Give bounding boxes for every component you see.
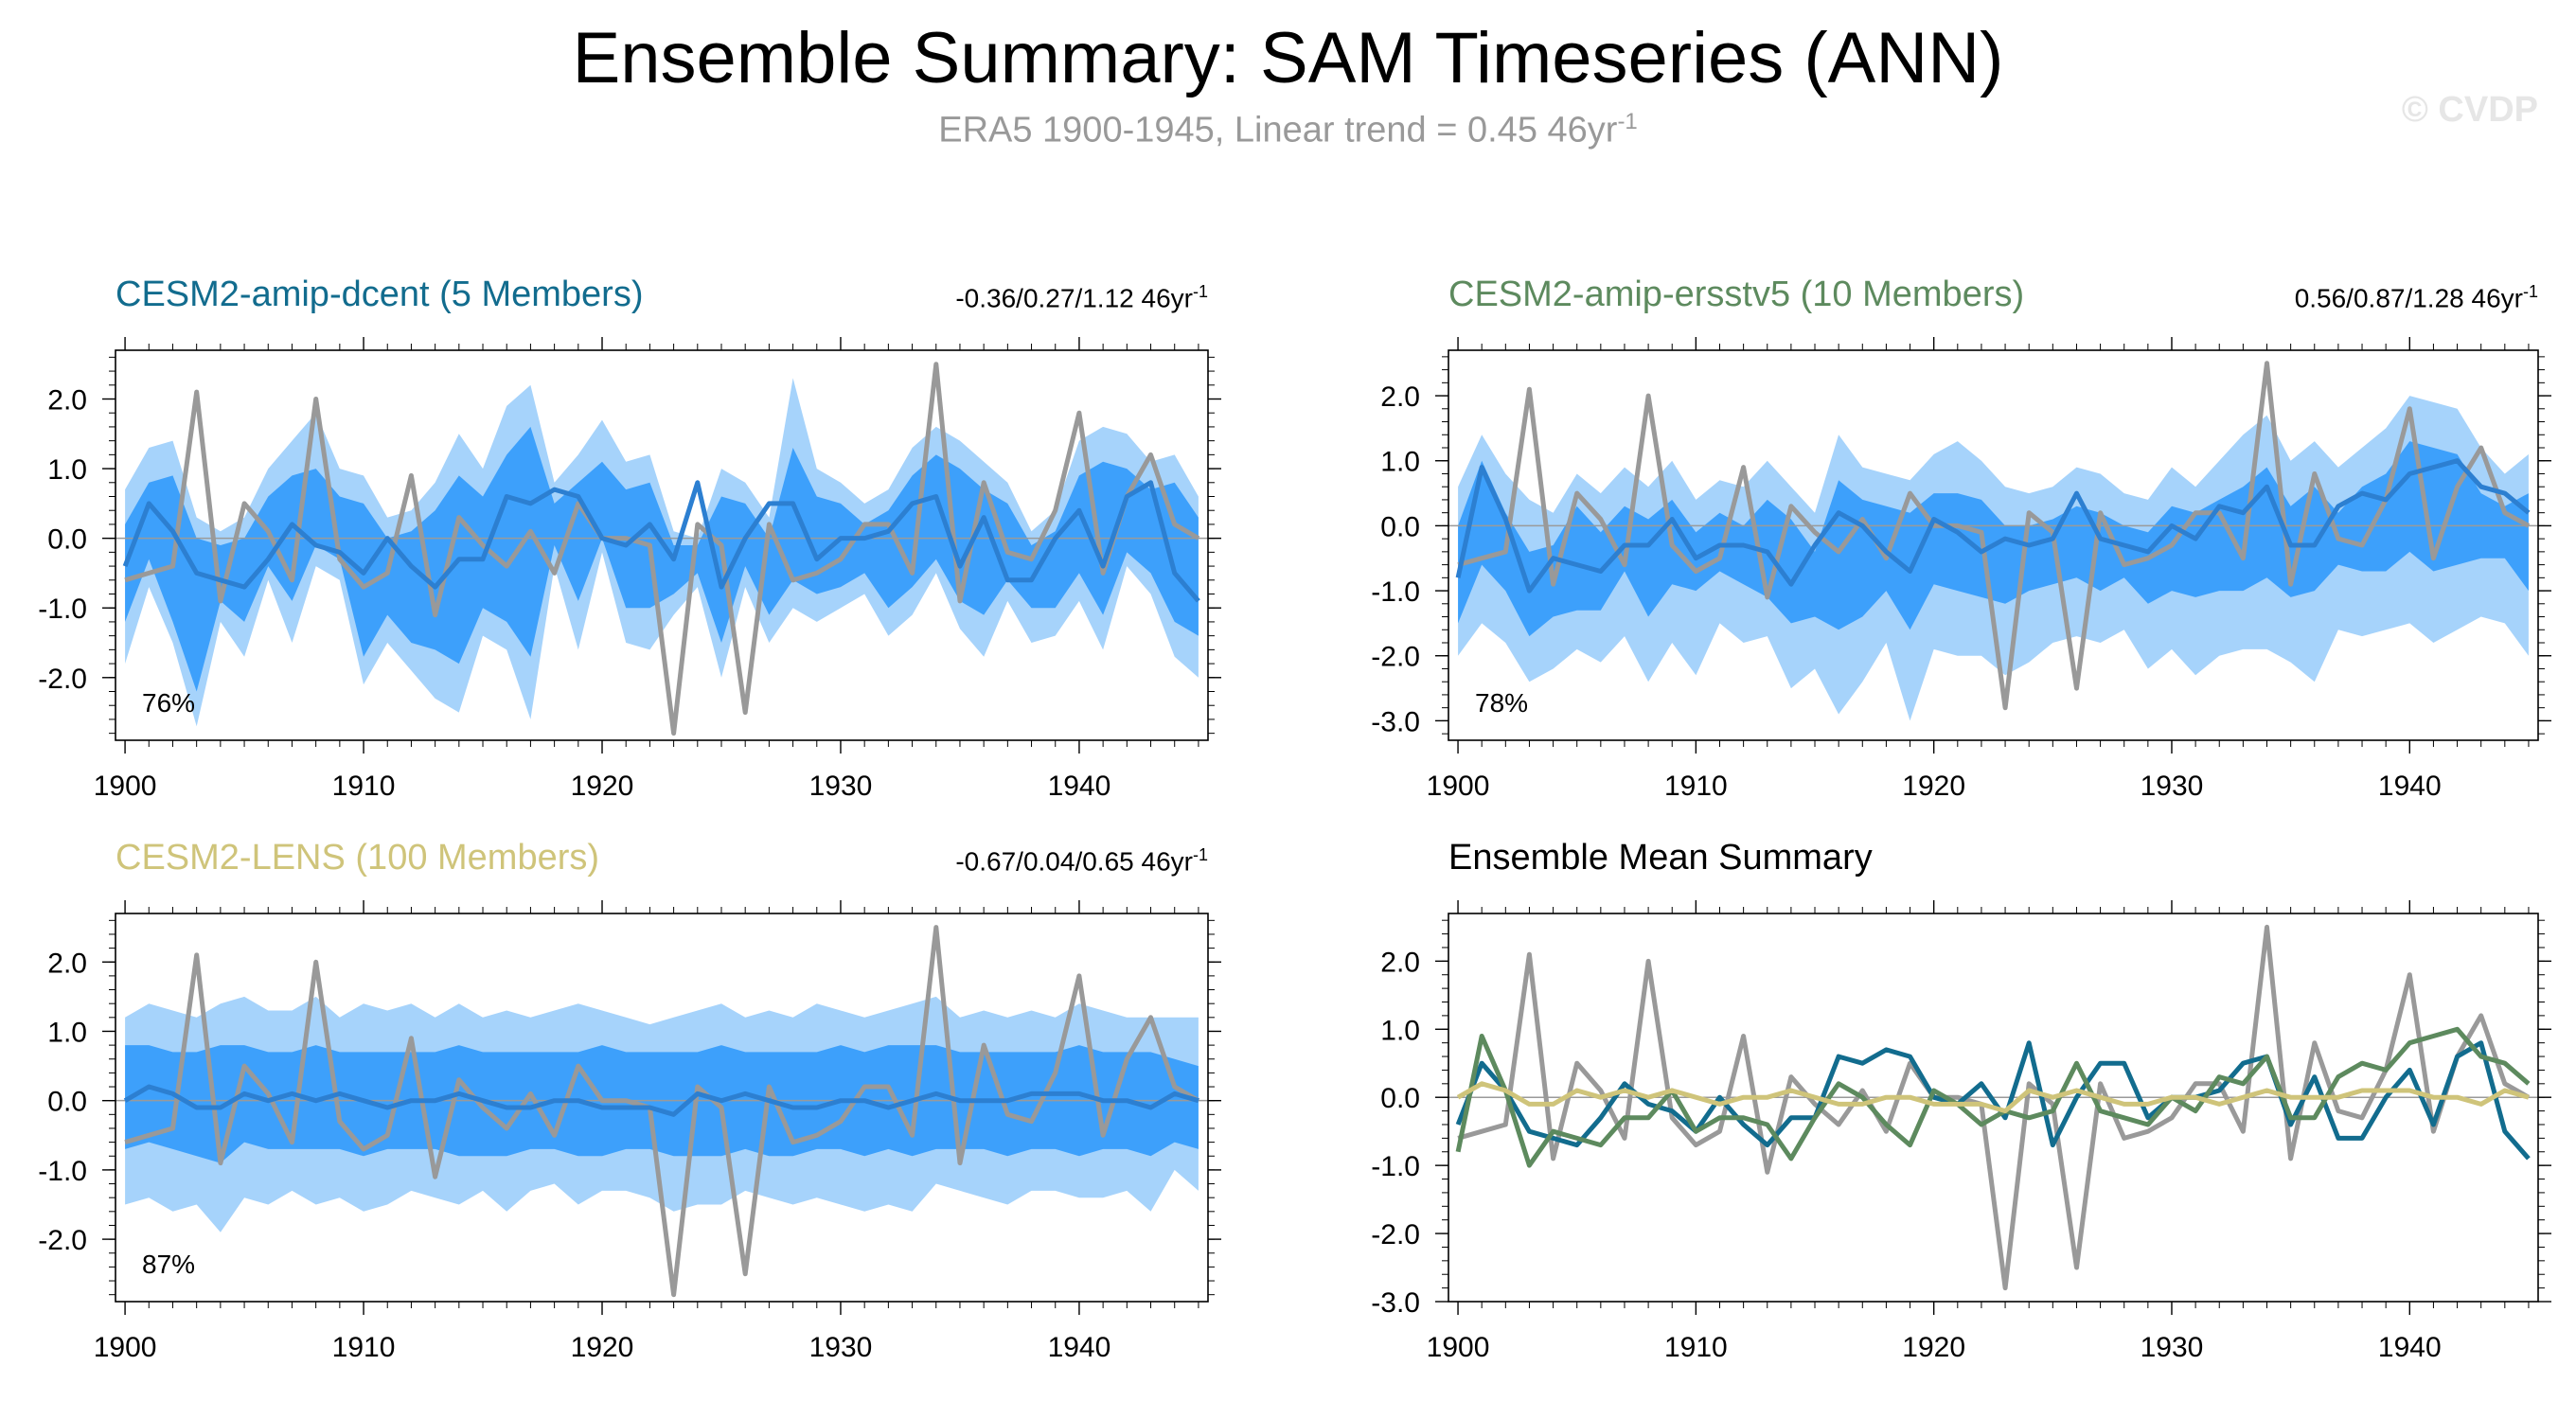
y-tick-label: -3.0 <box>1371 706 1420 737</box>
panel-stat-ersstv5: 0.56/0.87/1.28 46yr-1 <box>2295 282 2538 313</box>
y-tick-label: 2.0 <box>1380 947 1420 978</box>
y-tick-label: 1.0 <box>47 1017 87 1048</box>
x-tick-label: 1900 <box>1427 771 1490 802</box>
page-title: Ensemble Summary: SAM Timeseries (ANN) <box>572 18 2004 98</box>
y-tick-label: 1.0 <box>1380 1015 1420 1046</box>
x-tick-label: 1920 <box>1902 771 1965 802</box>
panel-pct-ersstv5: 78% <box>1475 688 1529 718</box>
plot-frame-lens <box>115 913 1209 1303</box>
series-line-3 <box>1456 1081 2530 1114</box>
y-tick-label: 0.0 <box>1380 1083 1420 1114</box>
x-tick-label: 1930 <box>809 771 873 802</box>
iqr-band-dcent <box>125 426 1199 692</box>
y-tick-label: -1.0 <box>1371 1151 1420 1182</box>
ens-mean-line-ersstv5 <box>1455 458 2531 594</box>
subtitle-sup: -1 <box>1617 109 1638 134</box>
y-tick-label: -3.0 <box>1371 1287 1420 1319</box>
x-tick-label: 1920 <box>1902 1332 1965 1363</box>
ens-mean-line-dcent <box>122 480 1200 603</box>
y-tick-label: -1.0 <box>1371 576 1420 608</box>
y-tick-label: -2.0 <box>38 1225 87 1256</box>
panel-title-dcent: CESM2-amip-dcent (5 Members) <box>115 275 644 314</box>
plot-frame-summary <box>1448 913 2539 1303</box>
x-tick-label: 1900 <box>94 1332 157 1363</box>
x-tick-label: 1940 <box>2378 1332 2442 1363</box>
plot-frame-dcent <box>115 349 1209 741</box>
x-tick-label: 1910 <box>1664 1332 1728 1363</box>
y-tick-label: 2.0 <box>47 948 87 979</box>
x-tick-label: 1910 <box>332 771 396 802</box>
y-tick-label: 0.0 <box>47 1087 87 1118</box>
panel-stat-sup: -1 <box>1192 845 1208 864</box>
x-tick-label: 1930 <box>2141 1332 2204 1363</box>
panel-stat-text: -0.67/0.04/0.65 46yr <box>955 846 1193 877</box>
subtitle: ERA5 1900-1945, Linear trend = 0.45 46yr… <box>0 109 2576 151</box>
panel-stat-text: -0.36/0.27/1.12 46yr <box>955 283 1193 313</box>
y-tick-label: 1.0 <box>1380 447 1420 478</box>
x-tick-label: 1930 <box>809 1332 873 1363</box>
series-line-2 <box>1455 1026 2531 1168</box>
panel-pct-lens: 87% <box>142 1250 196 1279</box>
y-tick-label: -1.0 <box>38 1156 87 1187</box>
watermark: © CVDP <box>2401 90 2538 130</box>
y-tick-label: 2.0 <box>47 385 87 417</box>
panel-stat-sup: -1 <box>2522 282 2538 301</box>
panel-pct-dcent: 76% <box>142 688 196 718</box>
x-tick-label: 1940 <box>1048 771 1111 802</box>
obs-line-ersstv5 <box>1457 361 2531 711</box>
panel-title-ersstv5: CESM2-amip-ersstv5 (10 Members) <box>1448 275 2025 314</box>
panel-title-summary: Ensemble Mean Summary <box>1448 838 1873 878</box>
x-tick-label: 1910 <box>332 1332 396 1363</box>
panel-stat-text: 0.56/0.87/1.28 46yr <box>2294 283 2523 313</box>
panel-title-lens: CESM2-LENS (100 Members) <box>115 838 600 878</box>
iqr-band-lens <box>125 1045 1199 1163</box>
obs-line-dcent <box>124 362 1200 736</box>
x-tick-label: 1900 <box>1427 1332 1490 1363</box>
y-tick-label: -2.0 <box>1371 1219 1420 1250</box>
y-tick-label: -2.0 <box>1371 642 1420 673</box>
ens-mean-line-lens <box>123 1084 1199 1117</box>
x-tick-label: 1900 <box>94 771 157 802</box>
x-tick-label: 1940 <box>2378 771 2442 802</box>
x-tick-label: 1920 <box>571 1332 634 1363</box>
x-tick-label: 1920 <box>571 771 634 802</box>
y-tick-label: 0.0 <box>1380 511 1420 542</box>
y-tick-label: -1.0 <box>38 594 87 625</box>
subtitle-text: ERA5 1900-1945, Linear trend = 0.45 46yr <box>938 110 1618 151</box>
series-line-0 <box>1457 924 2531 1291</box>
panel-stat-sup: -1 <box>1192 282 1208 301</box>
y-tick-label: 1.0 <box>47 454 87 486</box>
x-tick-label: 1940 <box>1048 1332 1111 1363</box>
plot-frame-ersstv5 <box>1448 349 2539 741</box>
y-tick-label: 0.0 <box>47 524 87 556</box>
obs-line-lens <box>124 925 1200 1298</box>
panel-stat-lens: -0.67/0.04/0.65 46yr-1 <box>955 845 1208 877</box>
x-tick-label: 1910 <box>1664 771 1728 802</box>
y-tick-label: -2.0 <box>38 664 87 695</box>
y-tick-label: 2.0 <box>1380 381 1420 413</box>
panel-stat-dcent: -0.36/0.27/1.12 46yr-1 <box>955 282 1208 313</box>
x-tick-label: 1930 <box>2141 771 2204 802</box>
